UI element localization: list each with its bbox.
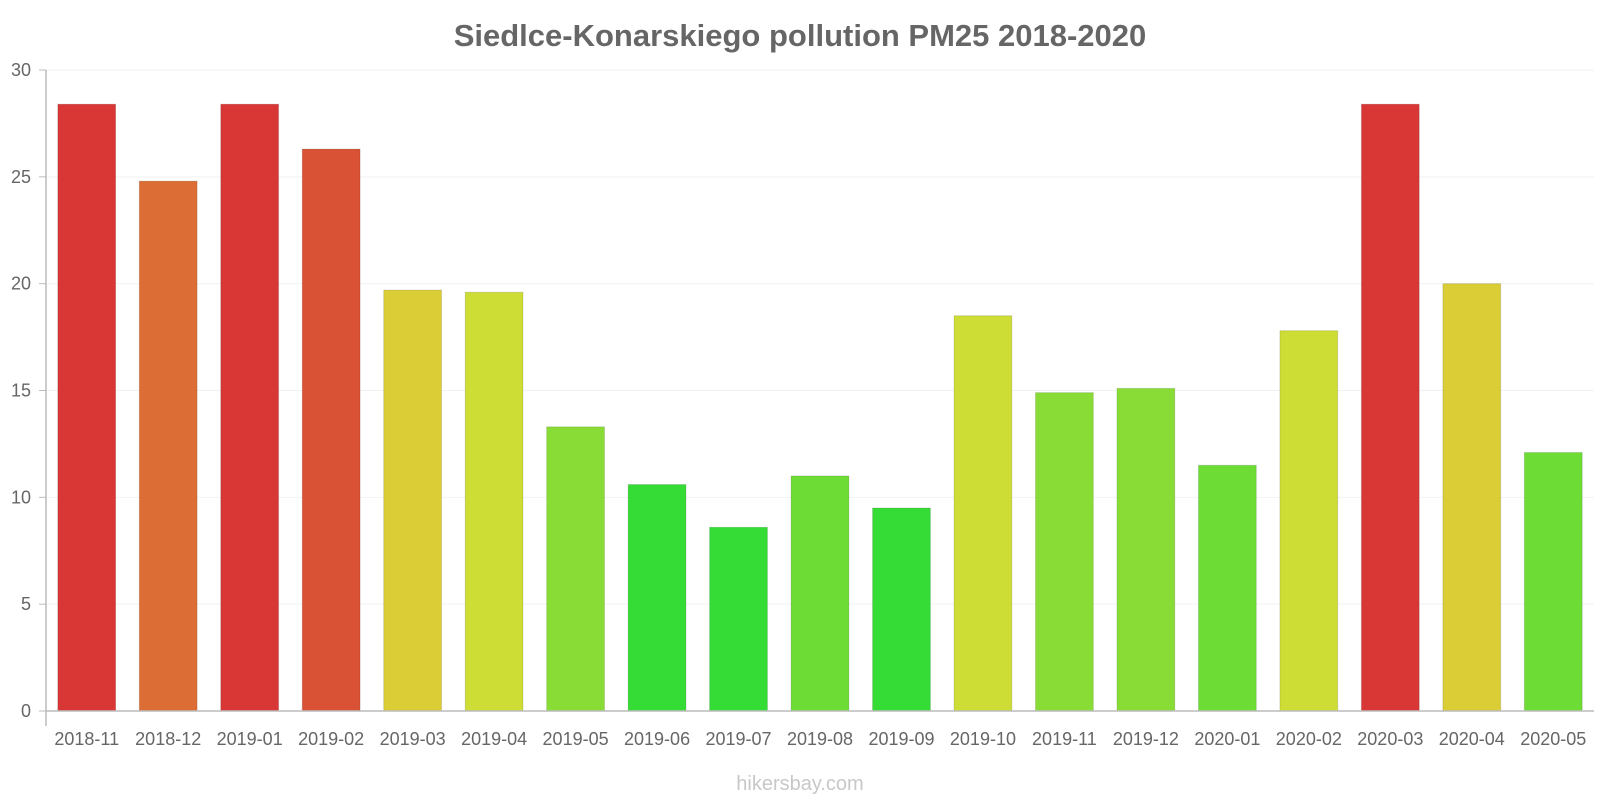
x-tick-label: 2018-11: [54, 729, 119, 749]
bar-2019-07[interactable]: [709, 526, 768, 712]
bar-2019-12[interactable]: [1116, 387, 1176, 712]
y-tick-label: 10: [11, 487, 31, 507]
bar-2019-01[interactable]: [220, 103, 280, 712]
x-tick-label: 2020-01: [1194, 729, 1260, 749]
x-tick-label: 2019-07: [705, 729, 771, 749]
x-tick-label: 2019-08: [787, 729, 853, 749]
bar-2020-05[interactable]: [1523, 451, 1583, 712]
bar-2019-10[interactable]: [953, 315, 1013, 712]
chart-title: Siedlce-Konarskiego pollution PM25 2018-…: [454, 18, 1147, 53]
x-tick-label: 2019-05: [543, 729, 609, 749]
bar-2019-04[interactable]: [464, 291, 524, 712]
bar-2019-05[interactable]: [546, 426, 606, 712]
bar-2020-04[interactable]: [1442, 283, 1502, 712]
x-tick-label: 2020-03: [1357, 729, 1423, 749]
x-tick-label: 2020-02: [1276, 729, 1342, 749]
x-tick-label: 2018-12: [135, 729, 201, 749]
x-tick-label: 2019-06: [624, 729, 690, 749]
y-tick-label: 0: [21, 701, 31, 721]
x-tick-label: 2019-11: [1032, 729, 1097, 749]
watermark-text: hikersbay.com: [736, 773, 863, 795]
y-tick-label: 5: [21, 594, 31, 614]
x-tick-label: 2019-10: [950, 729, 1016, 749]
x-tick-label: 2019-03: [380, 729, 446, 749]
x-tick-label: 2019-02: [298, 729, 364, 749]
bar-2019-02[interactable]: [301, 148, 361, 712]
bar-2019-08[interactable]: [790, 475, 850, 712]
bar-2019-11[interactable]: [1034, 392, 1094, 712]
x-tick-label: 2019-09: [868, 729, 934, 749]
y-axis-ticks: 0 5 10 15 20 25 30: [11, 60, 46, 721]
bar-2018-12[interactable]: [138, 180, 198, 712]
bar-2020-03[interactable]: [1360, 103, 1420, 712]
x-tick-label: 2019-12: [1113, 729, 1179, 749]
y-tick-label: 30: [11, 60, 31, 80]
bar-2020-01[interactable]: [1197, 464, 1257, 712]
bar-2019-09[interactable]: [872, 507, 931, 712]
x-tick-label: 2020-04: [1439, 729, 1505, 749]
x-tick-label: 2020-05: [1520, 729, 1586, 749]
bar-2019-03[interactable]: [383, 289, 443, 712]
bar-2020-02[interactable]: [1279, 330, 1339, 712]
y-tick-label: 20: [11, 274, 31, 294]
bar-2018-11[interactable]: [57, 103, 117, 712]
y-tick-label: 15: [11, 381, 31, 401]
bars-group: [57, 103, 1583, 712]
y-tick-label: 25: [11, 167, 31, 187]
x-axis-ticks: 2018-11 2018-12 2019-01 2019-02 2019-03 2019-…: [54, 729, 1586, 749]
x-tick-label: 2019-04: [461, 729, 527, 749]
bar-2019-06[interactable]: [627, 484, 687, 712]
x-tick-label: 2019-01: [217, 729, 283, 749]
